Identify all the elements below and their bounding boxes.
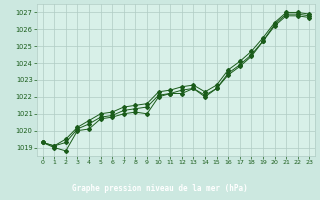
Text: Graphe pression niveau de la mer (hPa): Graphe pression niveau de la mer (hPa) [72,184,248,193]
